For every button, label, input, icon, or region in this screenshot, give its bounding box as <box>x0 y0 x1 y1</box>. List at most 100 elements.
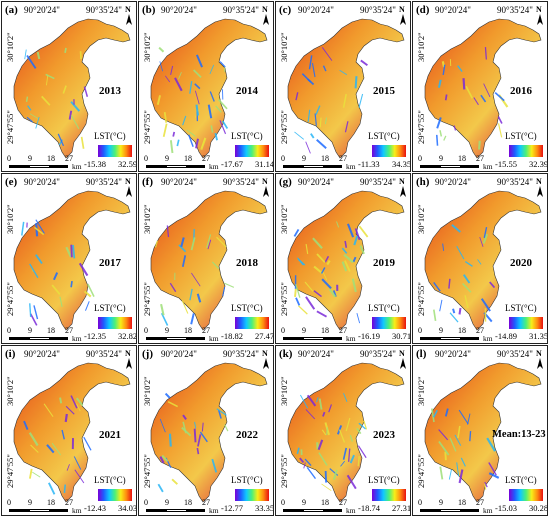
map-panel-3: (d) 90°20'24" 90°35'24" 30°10'2" 29°47'5… <box>412 1 548 172</box>
lst-map <box>13 190 131 331</box>
scale-bar: 0 9 18 27 <box>281 154 351 170</box>
legend-max-value: 30.28 <box>529 503 548 513</box>
terrain-streak <box>477 259 482 265</box>
scale-tick: 18 <box>321 326 329 335</box>
lst-map <box>150 190 268 331</box>
legend-title: LST(°C) <box>94 475 126 485</box>
scale-tick: 27 <box>339 154 347 163</box>
terrain-streak <box>194 421 197 429</box>
legend-title: LST(°C) <box>368 303 400 313</box>
terrain-streak <box>62 85 67 94</box>
map-panel-10: (k) 90°20'24" 90°35'24" 30°10'2" 29°47'5… <box>275 345 411 516</box>
longitude-right-label: 90°35'24" <box>86 5 122 15</box>
panel-year: 2013 <box>99 85 121 97</box>
terrain-streak <box>164 75 171 83</box>
scale-bar: 0 9 18 27 <box>418 154 488 170</box>
terrain-streak <box>456 462 460 477</box>
north-arrow-icon: N <box>536 177 544 198</box>
latitude-top-label: 30°10'2" <box>5 376 15 406</box>
panel-label: (d) <box>416 4 430 16</box>
terrain-streak <box>469 430 472 442</box>
terrain-streak <box>351 278 357 293</box>
terrain-streak <box>336 221 340 228</box>
cold-terrain-streaks <box>435 46 509 150</box>
longitude-right-label: 90°35'24" <box>223 5 259 15</box>
terrain-streak <box>75 397 84 407</box>
terrain-streak <box>465 85 474 99</box>
latitude-bottom-label: 29°47'55" <box>5 282 15 316</box>
terrain-streak <box>435 134 439 146</box>
terrain-streak <box>489 281 496 289</box>
legend-title: LST(°C) <box>505 303 537 313</box>
map-panel-7: (h) 90°20'24" 90°35'24" 30°10'2" 29°47'5… <box>412 173 548 344</box>
latitude-bottom-label: 29°47'55" <box>142 110 152 144</box>
legend-title: LST(°C) <box>94 131 126 141</box>
terrain-streak <box>314 113 317 126</box>
scale-tick: 0 <box>418 326 422 335</box>
terrain-streak <box>218 99 228 110</box>
latitude-bottom-label: 29°47'55" <box>279 282 289 316</box>
terrain-streak <box>70 114 80 130</box>
scale-tick: 9 <box>28 326 32 335</box>
terrain-streak <box>452 308 456 314</box>
terrain-streak <box>438 429 449 441</box>
terrain-streak <box>190 313 195 325</box>
north-label: N <box>125 5 131 14</box>
longitude-right-label: 90°35'24" <box>86 177 122 187</box>
terrain-streak <box>68 110 73 120</box>
legend-min-value: -17.67 <box>221 159 243 169</box>
north-label: N <box>125 349 131 358</box>
terrain-streak <box>354 228 361 241</box>
latitude-top-label: 30°10'2" <box>416 204 426 234</box>
scale-tick: 9 <box>439 154 443 163</box>
scale-tick: 9 <box>302 498 306 507</box>
terrain-streak <box>321 278 332 290</box>
scale-segment <box>146 509 166 512</box>
terrain-streak <box>341 247 348 254</box>
legend-max-value: 27.31 <box>392 503 411 513</box>
terrain-streak <box>46 444 55 454</box>
map-panel-2: (c) 90°20'24" 90°35'24" 30°10'2" 29°47'5… <box>275 1 411 172</box>
terrain-streak <box>160 303 165 316</box>
terrain-streak <box>484 481 488 488</box>
terrain-streak <box>360 59 368 67</box>
panel-year: 2020 <box>510 257 532 269</box>
terrain-streak <box>312 237 323 249</box>
scale-tick: 27 <box>65 498 73 507</box>
north-arrow-icon: N <box>125 349 133 370</box>
study-area-shape <box>13 18 131 159</box>
scale-tick: 0 <box>281 326 285 335</box>
scale-segment <box>323 165 342 168</box>
scale-unit: km <box>346 506 356 515</box>
terrain-streak <box>79 51 82 60</box>
north-arrow-icon: N <box>399 177 407 198</box>
scale-tick: 18 <box>321 498 329 507</box>
terrain-streak <box>305 296 316 310</box>
terrain-streak <box>163 111 168 123</box>
terrain-streak <box>345 417 351 432</box>
terrain-streak <box>27 105 32 111</box>
scale-tick: 18 <box>321 154 329 163</box>
scale-segment <box>29 509 50 512</box>
terrain-streak <box>207 239 212 250</box>
panel-label: (b) <box>142 4 156 16</box>
scale-unit: km <box>72 162 82 171</box>
scale-tick: 9 <box>165 154 169 163</box>
scale-unit: km <box>346 334 356 343</box>
scale-tick: 27 <box>202 326 210 335</box>
terrain-streak <box>444 451 447 461</box>
terrain-streak <box>342 447 348 460</box>
terrain-streak <box>322 65 327 72</box>
terrain-streak <box>462 282 472 293</box>
cold-terrain-streaks <box>430 408 500 490</box>
longitude-right-label: 90°35'24" <box>497 349 533 359</box>
panel-label: (h) <box>416 176 430 188</box>
terrain-streak <box>166 225 170 238</box>
legend-min-value: -12.77 <box>221 503 243 513</box>
map-panel-5: (f) 90°20'24" 90°35'24" 30°10'2" 29°47'5… <box>138 173 274 344</box>
scale-segment <box>186 509 205 512</box>
scale-segment <box>29 165 50 168</box>
longitude-left-label: 90°20'24" <box>24 5 60 15</box>
terrain-streak <box>332 469 338 480</box>
cold-terrain-streaks <box>23 395 92 495</box>
